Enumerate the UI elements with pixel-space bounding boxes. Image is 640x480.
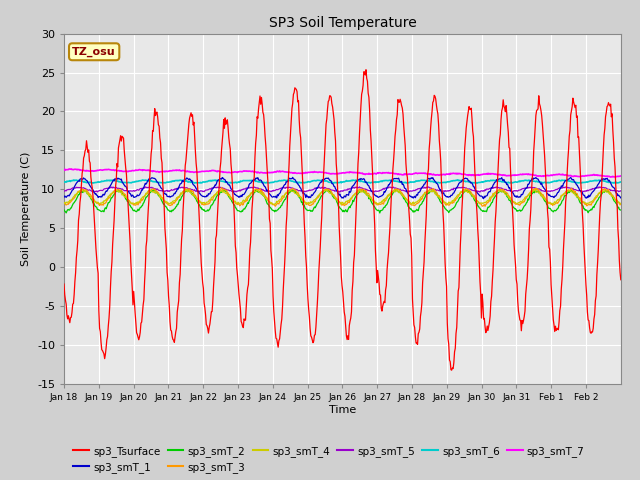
sp3_smT_6 xyxy=(454,177,461,183)
sp3_smT_4 xyxy=(183,186,191,192)
sp3_smT_7 xyxy=(617,173,625,179)
sp3_Tsurface xyxy=(60,281,68,287)
sp3_smT_3 xyxy=(617,201,625,206)
sp3_smT_4 xyxy=(256,190,264,196)
Line: sp3_smT_6: sp3_smT_6 xyxy=(64,180,621,183)
sp3_Tsurface xyxy=(448,367,456,373)
sp3_Tsurface xyxy=(255,100,263,106)
sp3_smT_1 xyxy=(255,178,263,183)
sp3_smT_5 xyxy=(256,186,264,192)
sp3_smT_3 xyxy=(256,186,264,192)
sp3_smT_7 xyxy=(126,168,134,174)
sp3_smT_7 xyxy=(401,172,408,178)
sp3_smT_2 xyxy=(401,197,409,203)
sp3_smT_5 xyxy=(336,189,344,195)
sp3_smT_5 xyxy=(211,184,218,190)
sp3_Tsurface xyxy=(125,227,133,233)
sp3_smT_7 xyxy=(432,172,440,178)
sp3_smT_3 xyxy=(277,198,285,204)
sp3_Tsurface xyxy=(401,133,408,139)
sp3_smT_2 xyxy=(125,202,133,208)
sp3_smT_3 xyxy=(432,189,440,194)
sp3_smT_1 xyxy=(60,194,68,200)
sp3_smT_6 xyxy=(228,180,236,186)
sp3_smT_1 xyxy=(432,179,440,185)
sp3_smT_2 xyxy=(256,189,264,194)
sp3_smT_1 xyxy=(401,185,408,191)
sp3_smT_7 xyxy=(256,170,264,176)
X-axis label: Time: Time xyxy=(329,405,356,415)
sp3_smT_5 xyxy=(228,189,236,194)
sp3_smT_2 xyxy=(376,210,383,216)
Text: TZ_osu: TZ_osu xyxy=(72,47,116,57)
sp3_smT_4 xyxy=(277,196,285,202)
sp3_smT_5 xyxy=(277,186,285,192)
sp3_smT_6 xyxy=(431,179,439,185)
sp3_smT_5 xyxy=(433,188,440,193)
Line: sp3_smT_1: sp3_smT_1 xyxy=(64,177,621,199)
sp3_smT_4 xyxy=(228,196,236,202)
sp3_smT_6 xyxy=(125,180,133,185)
sp3_smT_3 xyxy=(401,194,408,200)
sp3_Tsurface xyxy=(617,277,625,283)
Line: sp3_Tsurface: sp3_Tsurface xyxy=(64,70,621,370)
sp3_Tsurface xyxy=(276,329,284,335)
sp3_smT_1 xyxy=(228,186,236,192)
sp3_smT_3 xyxy=(228,195,236,201)
sp3_smT_3 xyxy=(125,198,133,204)
sp3_smT_3 xyxy=(218,185,225,191)
sp3_smT_7 xyxy=(67,166,75,172)
Line: sp3_smT_3: sp3_smT_3 xyxy=(64,188,621,206)
sp3_Tsurface xyxy=(362,67,370,72)
sp3_smT_4 xyxy=(617,201,625,206)
sp3_smT_5 xyxy=(617,188,625,194)
Line: sp3_smT_5: sp3_smT_5 xyxy=(64,187,621,192)
sp3_smT_1 xyxy=(125,190,133,196)
sp3_smT_6 xyxy=(255,179,263,184)
sp3_smT_1 xyxy=(480,196,488,202)
sp3_smT_3 xyxy=(481,204,489,209)
sp3_Tsurface xyxy=(432,96,440,102)
sp3_smT_4 xyxy=(125,198,133,204)
sp3_smT_6 xyxy=(617,179,625,185)
Y-axis label: Soil Temperature (C): Soil Temperature (C) xyxy=(21,152,31,266)
sp3_smT_6 xyxy=(60,179,68,185)
sp3_smT_6 xyxy=(473,180,481,186)
sp3_smT_7 xyxy=(607,174,614,180)
sp3_smT_4 xyxy=(433,192,440,198)
sp3_smT_2 xyxy=(277,203,285,209)
Line: sp3_smT_2: sp3_smT_2 xyxy=(64,190,621,213)
sp3_smT_7 xyxy=(277,168,285,174)
sp3_smT_1 xyxy=(289,174,296,180)
sp3_smT_5 xyxy=(401,188,409,194)
Line: sp3_smT_4: sp3_smT_4 xyxy=(64,189,621,204)
Legend: sp3_Tsurface, sp3_smT_1, sp3_smT_2, sp3_smT_3, sp3_smT_4, sp3_smT_5, sp3_smT_6, : sp3_Tsurface, sp3_smT_1, sp3_smT_2, sp3_… xyxy=(69,442,589,477)
sp3_smT_2 xyxy=(60,207,68,213)
sp3_smT_2 xyxy=(228,199,236,205)
sp3_smT_7 xyxy=(60,167,68,172)
sp3_smT_1 xyxy=(617,195,625,201)
sp3_smT_6 xyxy=(400,180,408,185)
sp3_smT_2 xyxy=(184,187,192,192)
sp3_smT_7 xyxy=(228,169,236,175)
sp3_smT_2 xyxy=(433,191,440,197)
sp3_smT_4 xyxy=(60,200,68,206)
sp3_smT_4 xyxy=(337,202,345,207)
sp3_smT_4 xyxy=(401,195,409,201)
sp3_smT_2 xyxy=(617,207,625,213)
Line: sp3_smT_7: sp3_smT_7 xyxy=(64,169,621,177)
Title: SP3 Soil Temperature: SP3 Soil Temperature xyxy=(269,16,416,30)
sp3_smT_5 xyxy=(60,188,68,194)
sp3_Tsurface xyxy=(228,169,236,175)
sp3_smT_1 xyxy=(276,190,284,195)
sp3_smT_3 xyxy=(60,200,68,206)
sp3_smT_6 xyxy=(276,178,284,184)
sp3_smT_5 xyxy=(125,188,133,194)
